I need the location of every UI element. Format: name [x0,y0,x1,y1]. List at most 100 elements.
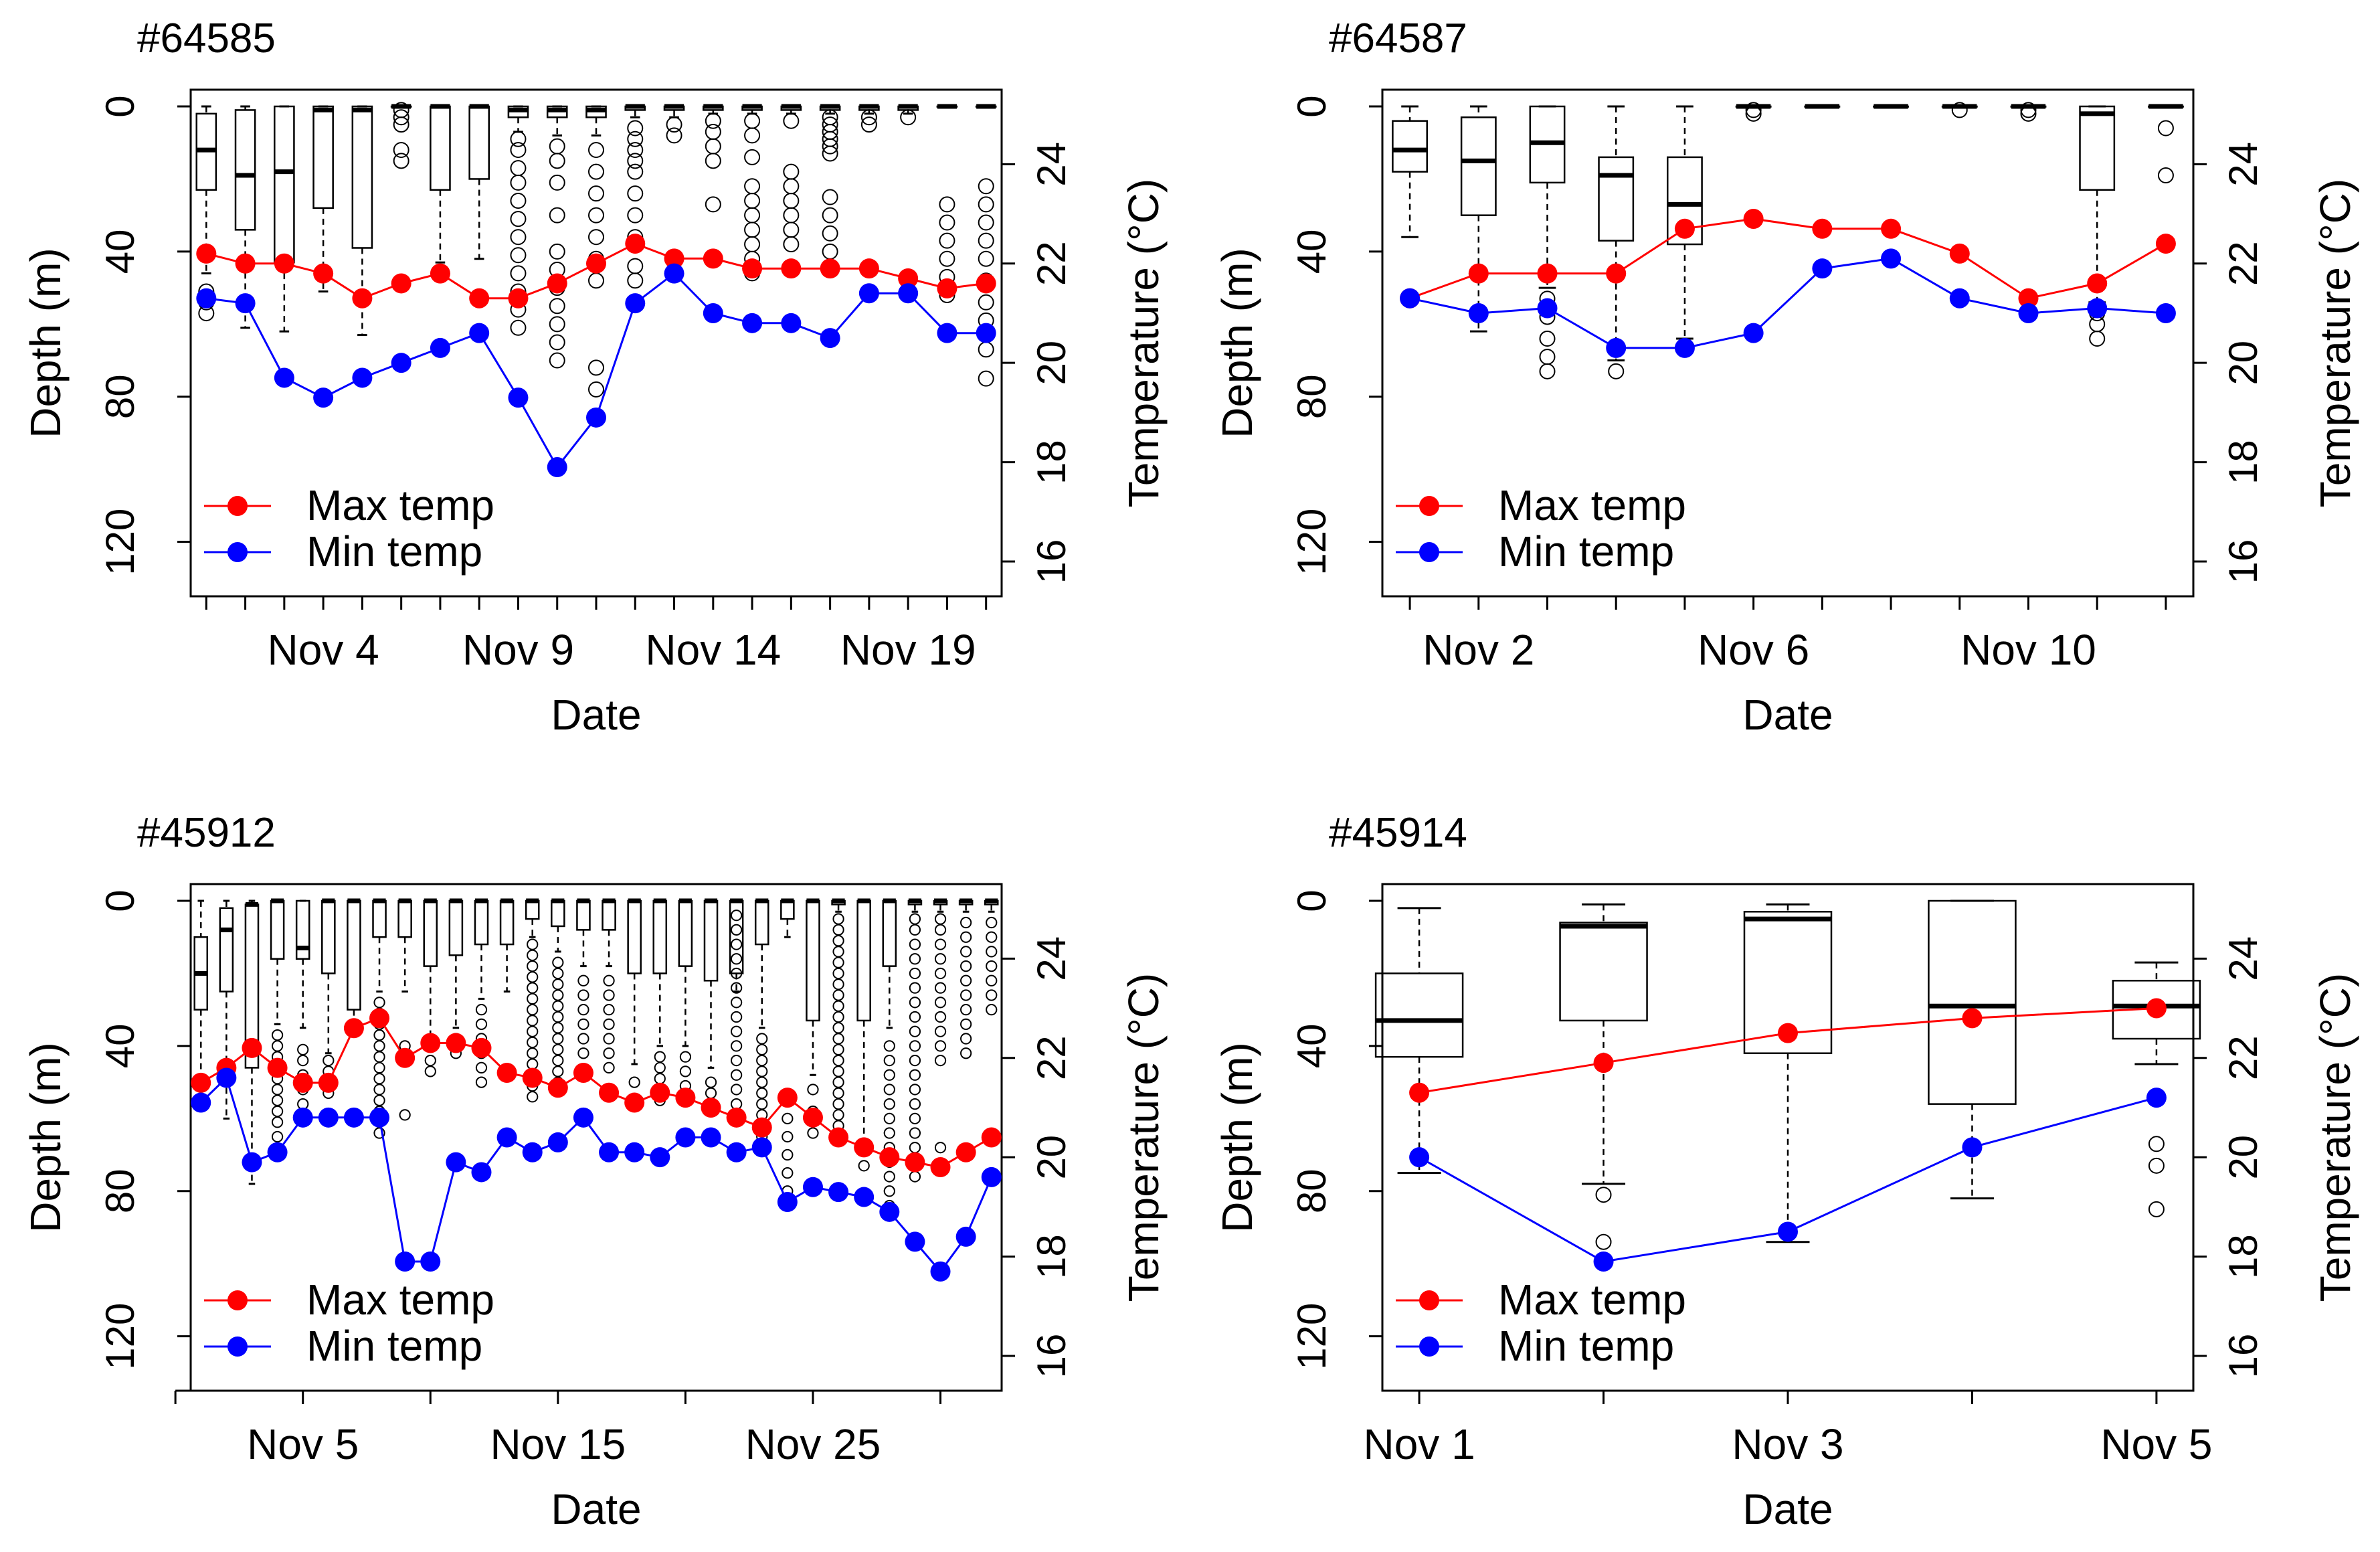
box-outlier [744,127,761,144]
box-outlier [666,116,682,133]
min-temp-point [420,1252,441,1272]
min-temp-point [820,328,840,349]
box-outlier [627,163,644,180]
box-outlier [510,142,527,159]
min-temp-point [235,293,256,314]
max-temp-point [664,248,684,269]
depth-box [703,898,719,1100]
min-temp-point [391,353,411,373]
box-outlier [960,960,972,972]
depth-box [576,898,591,1059]
box-outlier [549,174,565,191]
box-outlier [731,938,743,950]
box-outlier [393,116,409,133]
min-temp-point [937,323,957,343]
temperature-tick-label: 22 [1029,1035,1074,1080]
box-outlier [552,989,564,1001]
box-outlier [909,1069,921,1081]
max-temp-point [586,253,606,274]
min-temp-line [1409,257,2167,349]
max-temp-point [446,1033,466,1053]
depth-box [678,898,693,1092]
legend-max-temp-label: Max temp [306,481,494,529]
depth-tick-label: 0 [1289,95,1334,117]
box-outlier [705,153,721,169]
box-outlier [986,974,998,986]
box-outlier [666,127,682,144]
temperature-tick-label: 24 [1029,142,1074,187]
box-outlier [822,189,838,205]
box-outlier [756,1065,768,1077]
legend-max-temp-marker [1419,1290,1439,1310]
min-temp-point [1400,288,1421,309]
temperature-axis-label: Temperature (°C) [1119,973,1168,1302]
x-tick-label: Nov 4 [268,626,379,674]
depth-tick-label: 80 [98,1169,143,1213]
box-outlier [822,145,838,162]
box-outlier [822,207,838,224]
box-outlier [832,1011,844,1023]
box-outlier [2148,1136,2165,1152]
box-outlier [527,1047,539,1059]
max-temp-point [879,1147,900,1168]
box-outlier [510,229,527,246]
panel-title: #64585 [137,15,276,62]
box-outlier [2157,120,2174,137]
box-outlier [832,924,844,936]
box-outlier [552,1011,564,1023]
min-temp-point [650,1147,670,1168]
box-iqr [1559,922,1648,1022]
box-outlier [527,1036,539,1049]
min-temp-point [191,1092,211,1113]
max-temp-point [726,1107,747,1128]
box-outlier [588,185,604,202]
max-temp-point [625,234,646,254]
box-outlier [271,1029,284,1041]
box-outlier [2157,167,2174,184]
box-outlier [832,913,844,925]
box-outlier [934,1011,947,1023]
box-outlier [527,971,539,983]
temperature-tick-label: 16 [1029,1334,1074,1379]
max-temp-point [777,1088,798,1108]
depth-tick-label: 40 [98,230,143,274]
min-temp-point [369,1107,390,1128]
panel-title: #45914 [1329,810,1467,856]
min-temp-point [547,1132,568,1152]
min-temp-point [981,1167,1002,1187]
box-outlier [510,319,527,336]
max-temp-point [313,263,334,284]
box-outlier [399,1109,411,1121]
box-iqr [351,105,373,249]
box-outlier [577,1033,589,1045]
depth-axis-label: Depth (m) [21,248,70,438]
box-outlier [577,989,589,1001]
box-outlier [986,960,998,972]
box-outlier [756,1033,768,1045]
box-outlier [475,1076,488,1088]
panel-title: #64587 [1329,15,1467,62]
box-outlier [934,997,947,1009]
box-outlier [527,960,539,972]
temperature-tick-label: 24 [2221,142,2266,187]
box-outlier [986,931,998,943]
box-outlier [510,247,527,264]
max-temp-point [828,1127,849,1148]
min-temp-point [274,367,294,388]
depth-axis-label: Depth (m) [1213,1042,1261,1233]
box-outlier [424,1054,436,1067]
box-outlier [832,1022,844,1034]
box-outlier [960,1033,972,1045]
box-outlier [883,1185,895,1197]
panel-title: #45912 [137,810,276,856]
depth-box [1735,102,1772,122]
box-outlier [588,163,604,180]
legend-min-temp-marker [227,542,248,562]
box-outlier [832,946,844,958]
depth-tick-label: 120 [1289,509,1334,576]
box-outlier [552,956,564,968]
temperature-tick-label: 16 [2221,1334,2266,1379]
depth-box [729,898,744,1124]
legend-max-temp-label: Max temp [306,1276,494,1324]
